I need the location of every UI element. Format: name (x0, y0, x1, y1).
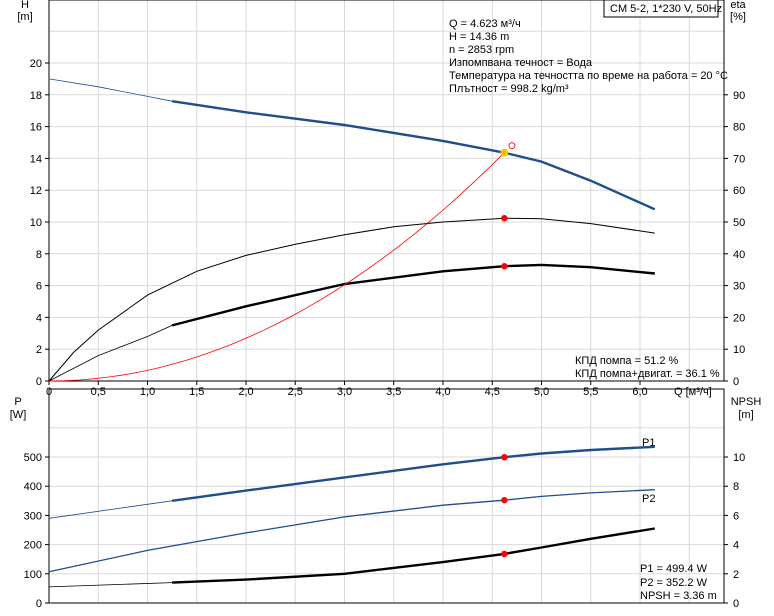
x-tick-label: 5,5 (583, 386, 598, 398)
y-axis-unit-left: [m] (17, 11, 32, 23)
y-tick-label-left: 18 (30, 90, 42, 102)
y-tick-label-left: 4 (36, 312, 42, 324)
y-axis-title-right: NPSH (731, 396, 762, 408)
info-liquid: Изпомпвана течност = Вода (449, 57, 593, 69)
y-tick-label-right: 10 (733, 452, 745, 464)
system-end-marker (508, 142, 516, 150)
eff-total-text: КПД помпа+двигат. = 36.1 % (575, 368, 720, 380)
curve-NPSH-thin (48, 582, 173, 588)
title-box-text: CM 5-2, 1*230 V, 50Hz (610, 3, 722, 15)
y-tick-label-right: 40 (733, 249, 745, 261)
duty-point-p1 (501, 453, 508, 461)
y-axis-title-left: P (14, 396, 21, 408)
x-tick-label: 0 (46, 386, 52, 398)
curve-head-thin (48, 78, 173, 102)
y-tick-label-left: 500 (24, 452, 42, 464)
x-tick-label: 3,0 (337, 386, 352, 398)
series-label-p2: P2 (642, 493, 655, 505)
y-tick-label-left: 10 (30, 217, 42, 229)
duty-point-npsh (501, 550, 508, 558)
title-box (603, 0, 719, 18)
curve-P1 (171, 445, 655, 502)
y-tick-label-left: 2 (36, 344, 42, 356)
y-tick-label-right: 4 (733, 540, 739, 552)
p2-text: P2 = 352.2 W (640, 577, 708, 589)
duty-point-eta-pump (501, 214, 508, 222)
y-tick-label-left: 0 (36, 376, 42, 388)
bottom-grid (45, 388, 728, 604)
x-axis-title: Q [м³/ч] (674, 386, 712, 398)
y-tick-label-left: 100 (24, 569, 42, 581)
p1-text: P1 = 499.4 W (640, 563, 708, 575)
curve-head (171, 100, 656, 211)
x-tick-label: 2,5 (288, 386, 303, 398)
plot-frame (48, 388, 725, 604)
y-tick-label-right: 10 (733, 344, 745, 356)
x-tick-label: 4,5 (485, 386, 500, 398)
curves (48, 78, 656, 588)
y-axis-title-right: eta (730, 0, 746, 11)
y-tick-label-right: 80 (733, 122, 745, 134)
y-tick-label-right: 0 (733, 376, 739, 388)
x-tick-label: 1,5 (189, 386, 204, 398)
y-tick-label-right: 90 (733, 90, 745, 102)
y-tick-label-left: 300 (24, 510, 42, 522)
y-tick-label-left: 0 (36, 598, 42, 610)
y-tick-label-right: 20 (733, 312, 745, 324)
x-tick-label: 2,0 (238, 386, 253, 398)
y-axis-unit-left: [W] (10, 409, 27, 421)
top-grid (45, 0, 728, 385)
x-tick-label: 5,0 (534, 386, 549, 398)
y-tick-label-left: 200 (24, 540, 42, 552)
curve-eta_pump (48, 217, 655, 382)
y-axis-unit-right: [m] (738, 409, 753, 421)
y-tick-label-right: 0 (733, 598, 739, 610)
y-tick-label-right: 70 (733, 153, 745, 165)
info-density: Плътност = 998.2 kg/m³ (449, 83, 569, 95)
y-tick-label-left: 6 (36, 281, 42, 293)
y-tick-label-right: 2 (733, 569, 739, 581)
plot-frame (48, 0, 725, 382)
curve-system (48, 152, 505, 382)
y-tick-label-left: 12 (30, 185, 42, 197)
y-tick-label-left: 400 (24, 481, 42, 493)
series-label-p1: P1 (642, 437, 655, 449)
labels: 024681012141618200102030405060708090H[m]… (10, 0, 762, 610)
y-tick-label-right: 30 (733, 281, 745, 293)
info-q: Q = 4.623 м³/ч (449, 18, 521, 30)
x-tick-label: 0,5 (91, 386, 106, 398)
y-tick-label-left: 14 (30, 153, 42, 165)
y-tick-label-left: 16 (30, 122, 42, 134)
y-axis-unit-right: [%] (730, 11, 746, 23)
x-tick-label: 4,0 (435, 386, 450, 398)
duty-point-eta-total (501, 263, 508, 270)
y-tick-label-right: 6 (733, 510, 739, 522)
npsh-text: NPSH = 3.36 m (640, 590, 717, 602)
y-tick-label-right: 8 (733, 481, 739, 493)
info-block: Q = 4.623 м³/ч H = 14.36 m n = 2853 rpm … (449, 18, 728, 95)
x-tick-label: 6,0 (632, 386, 647, 398)
y-tick-label-right: 50 (733, 217, 745, 229)
curve-P1-thin (48, 500, 173, 519)
curve-P2 (48, 489, 655, 573)
info-temp: Температура на течността по време на раб… (449, 70, 728, 82)
duty-point-head (500, 148, 509, 157)
y-tick-label-right: 60 (733, 185, 745, 197)
info-h: H = 14.36 m (449, 31, 509, 43)
x-tick-label: 1,0 (140, 386, 155, 398)
eff-pump-text: КПД помпа = 51.2 % (575, 355, 679, 367)
duty-point-p2 (501, 496, 508, 504)
curve-NPSH (172, 527, 655, 584)
y-axis-title-left: H (21, 0, 29, 11)
curve-eta_total (171, 263, 655, 327)
y-tick-label-left: 8 (36, 249, 42, 261)
x-tick-label: 3,5 (386, 386, 401, 398)
info-n: n = 2853 rpm (449, 44, 514, 56)
y-tick-label-left: 20 (30, 58, 42, 70)
curve-eta_total-thin (48, 325, 173, 382)
